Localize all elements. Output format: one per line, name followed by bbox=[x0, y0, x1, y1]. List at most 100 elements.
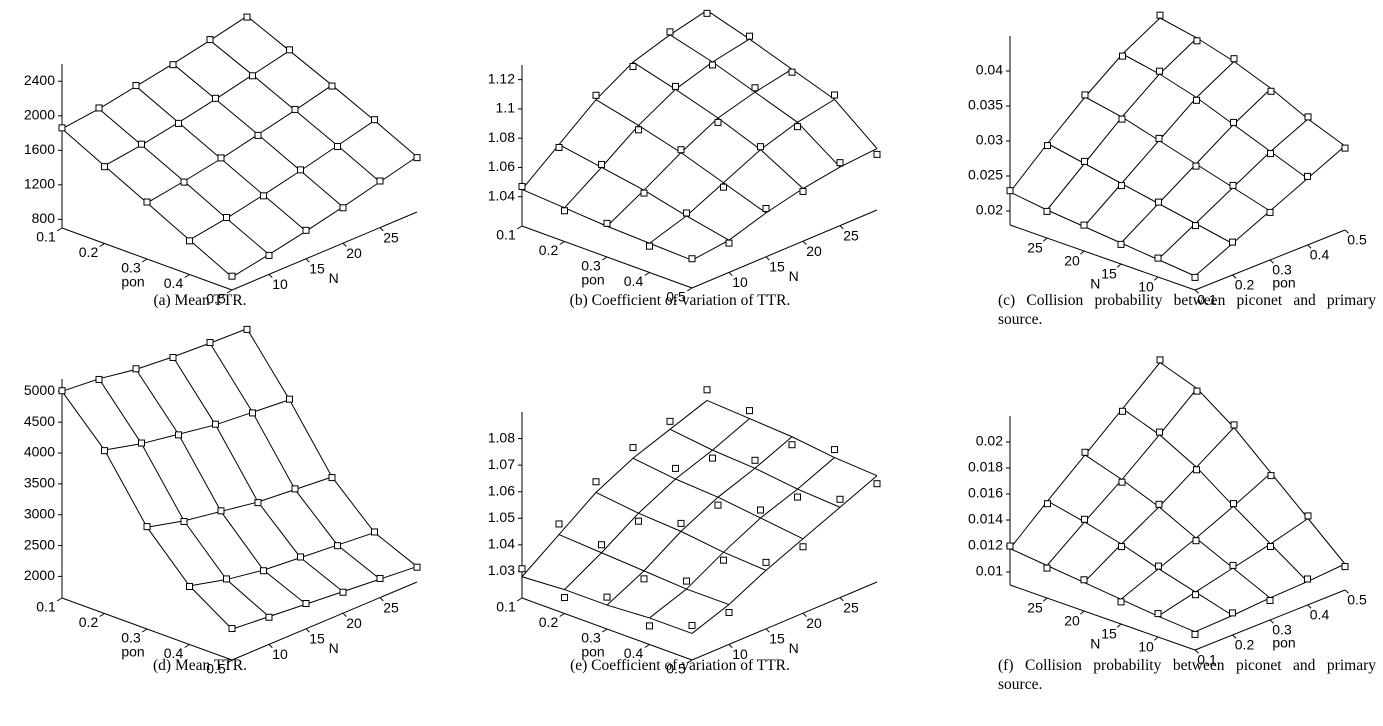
x-tick-label: 0.5 bbox=[206, 291, 226, 307]
data-point bbox=[260, 567, 267, 575]
data-point bbox=[1117, 240, 1125, 248]
surface-line bbox=[172, 356, 344, 592]
data-point bbox=[186, 237, 193, 245]
data-point bbox=[703, 386, 711, 394]
y-tick bbox=[1154, 636, 1159, 641]
y-tick bbox=[802, 612, 807, 617]
data-point bbox=[249, 409, 256, 417]
data-point bbox=[413, 154, 421, 162]
data-point bbox=[646, 622, 653, 630]
x-tick-label: 0.5 bbox=[666, 661, 686, 677]
x-tick bbox=[141, 258, 148, 263]
x-tick bbox=[1344, 589, 1349, 594]
data-point bbox=[180, 178, 188, 186]
y-tick bbox=[1080, 610, 1085, 615]
data-point bbox=[1267, 543, 1274, 550]
x-tick-label: 0.5 bbox=[666, 289, 686, 305]
z-tick-label: 0.018 bbox=[968, 459, 1003, 475]
surface-line bbox=[521, 10, 708, 190]
x-axis-title: pon bbox=[121, 274, 144, 290]
data-point bbox=[1155, 500, 1163, 508]
data-point bbox=[762, 205, 770, 212]
data-point bbox=[1155, 562, 1162, 570]
data-point bbox=[1193, 96, 1200, 104]
data-point bbox=[101, 163, 108, 171]
y-tick-label: 10 bbox=[732, 646, 748, 662]
surface-line bbox=[595, 99, 767, 214]
data-point bbox=[794, 493, 801, 501]
surface-line bbox=[1122, 53, 1308, 179]
surface-line bbox=[1009, 191, 1196, 277]
data-point bbox=[683, 209, 690, 217]
z-tick-label: 0.01 bbox=[976, 563, 1003, 579]
data-point bbox=[286, 395, 293, 403]
data-point bbox=[291, 485, 299, 493]
y-axis-line bbox=[231, 581, 418, 661]
data-point bbox=[1229, 561, 1237, 569]
x-axis-title: pon bbox=[1272, 275, 1295, 291]
y-tick bbox=[305, 628, 310, 633]
data-point bbox=[836, 495, 844, 503]
data-point bbox=[1304, 172, 1311, 180]
data-point bbox=[592, 91, 600, 99]
data-point bbox=[677, 519, 685, 527]
data-point bbox=[132, 81, 140, 89]
surface-line bbox=[189, 120, 375, 241]
data-point bbox=[688, 255, 696, 263]
x-tick-label: 0.2 bbox=[1235, 637, 1255, 653]
data-point bbox=[751, 456, 759, 464]
data-point bbox=[831, 91, 838, 99]
data-point bbox=[561, 594, 568, 602]
x-tick-label: 0.5 bbox=[1347, 592, 1367, 608]
data-point bbox=[101, 447, 108, 455]
y-tick bbox=[765, 628, 770, 633]
data-point bbox=[873, 150, 881, 158]
surface-line bbox=[1047, 500, 1233, 616]
data-point bbox=[1341, 563, 1349, 571]
y-axis-line bbox=[1009, 584, 1196, 651]
data-point bbox=[212, 94, 219, 102]
data-point bbox=[635, 126, 642, 134]
y-axis-title: N bbox=[329, 640, 339, 656]
surface-line bbox=[61, 15, 248, 130]
data-point bbox=[714, 118, 722, 126]
z-tick-label: 1.1 bbox=[496, 100, 516, 116]
data-point bbox=[672, 464, 679, 472]
y-tick-label: 20 bbox=[346, 245, 362, 261]
z-tick-label: 3000 bbox=[24, 505, 55, 521]
data-point bbox=[709, 454, 716, 462]
y-tick-label: 25 bbox=[383, 599, 399, 615]
y-tick-label: 20 bbox=[1064, 253, 1080, 269]
data-point bbox=[1266, 208, 1274, 216]
y-tick bbox=[839, 597, 844, 602]
data-point bbox=[228, 272, 236, 280]
data-point bbox=[228, 625, 236, 633]
data-point bbox=[831, 446, 838, 454]
y-axis-line bbox=[691, 209, 878, 289]
y-tick-label: 25 bbox=[1027, 240, 1043, 256]
data-point bbox=[1191, 630, 1199, 638]
data-point bbox=[788, 68, 796, 76]
data-point bbox=[1081, 448, 1089, 456]
surface-line bbox=[1009, 17, 1161, 193]
data-point bbox=[169, 61, 177, 69]
z-tick-label: 0.025 bbox=[968, 167, 1003, 183]
z-tick-label: 2000 bbox=[24, 106, 55, 122]
x-tick bbox=[184, 644, 190, 648]
data-point bbox=[1155, 134, 1163, 142]
data-point bbox=[376, 574, 384, 582]
z-tick-label: 1.12 bbox=[488, 70, 515, 86]
data-point bbox=[1156, 11, 1164, 19]
surface-line bbox=[1157, 118, 1309, 260]
data-point bbox=[1341, 144, 1349, 152]
data-point bbox=[1191, 273, 1199, 281]
x-tick bbox=[141, 628, 148, 633]
data-point bbox=[1081, 91, 1089, 99]
data-point bbox=[339, 588, 347, 596]
x-tick bbox=[226, 659, 233, 664]
data-point bbox=[592, 478, 600, 486]
y-tick-label: 10 bbox=[272, 646, 288, 662]
data-point bbox=[223, 575, 230, 583]
data-point bbox=[1229, 181, 1237, 189]
